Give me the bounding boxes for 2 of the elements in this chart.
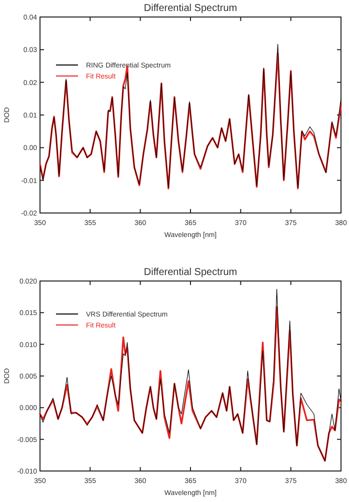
chart-title: Differential Spectrum — [144, 3, 238, 14]
chart-title: Differential Spectrum — [144, 267, 238, 278]
